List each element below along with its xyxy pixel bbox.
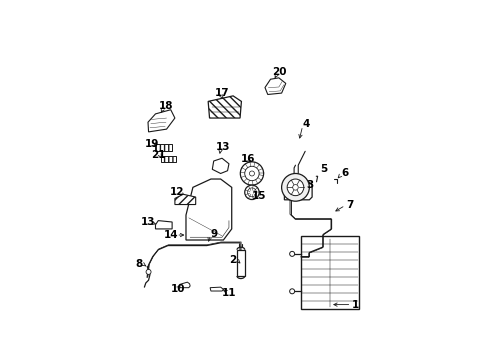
Text: 4: 4 xyxy=(302,118,309,129)
Text: 5: 5 xyxy=(320,164,327,174)
Circle shape xyxy=(293,185,298,190)
Text: 9: 9 xyxy=(211,229,218,239)
Circle shape xyxy=(249,171,254,176)
Text: 8: 8 xyxy=(136,259,143,269)
Text: 6: 6 xyxy=(342,168,349,179)
Circle shape xyxy=(290,251,294,256)
Circle shape xyxy=(146,269,151,274)
Text: 2: 2 xyxy=(229,255,236,265)
Text: 17: 17 xyxy=(215,87,229,98)
Text: 18: 18 xyxy=(159,101,173,111)
Circle shape xyxy=(245,166,259,181)
Text: 16: 16 xyxy=(241,154,255,164)
Text: 1: 1 xyxy=(352,300,360,310)
Polygon shape xyxy=(186,179,232,240)
Text: 19: 19 xyxy=(145,139,159,149)
Text: 3: 3 xyxy=(306,180,314,190)
Text: 11: 11 xyxy=(222,288,237,298)
Polygon shape xyxy=(155,144,172,151)
Text: 10: 10 xyxy=(171,284,186,293)
Circle shape xyxy=(247,188,256,197)
Polygon shape xyxy=(180,282,190,288)
Polygon shape xyxy=(155,221,172,229)
Circle shape xyxy=(240,162,264,185)
Polygon shape xyxy=(208,96,242,118)
Polygon shape xyxy=(210,287,223,291)
Bar xyxy=(237,250,245,276)
Text: 15: 15 xyxy=(251,191,266,201)
Text: 13: 13 xyxy=(216,142,231,152)
Text: 21: 21 xyxy=(151,150,166,160)
Bar xyxy=(301,236,359,309)
Text: 12: 12 xyxy=(170,187,184,197)
Circle shape xyxy=(282,174,309,201)
Polygon shape xyxy=(212,158,229,174)
Polygon shape xyxy=(284,180,312,200)
Polygon shape xyxy=(265,78,286,94)
Text: 14: 14 xyxy=(164,230,179,240)
Text: 20: 20 xyxy=(272,67,286,77)
Text: 13: 13 xyxy=(141,217,155,227)
Circle shape xyxy=(287,179,304,196)
Polygon shape xyxy=(148,110,175,132)
Polygon shape xyxy=(161,156,176,162)
Text: 7: 7 xyxy=(346,201,353,210)
Polygon shape xyxy=(175,194,196,204)
Circle shape xyxy=(245,185,259,199)
Circle shape xyxy=(290,289,294,294)
